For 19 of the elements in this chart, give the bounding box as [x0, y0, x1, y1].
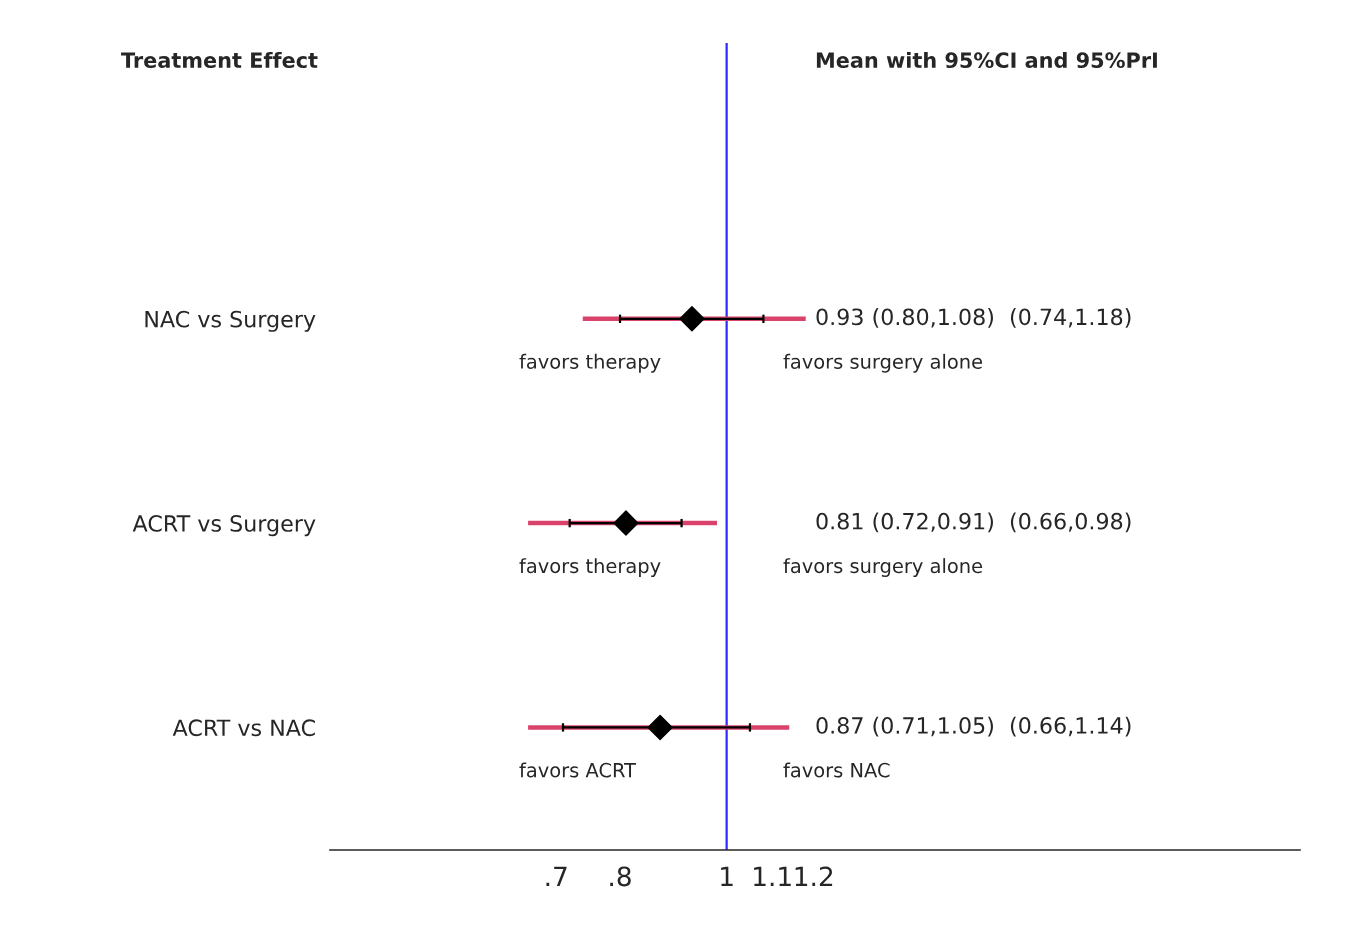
annotation: 0.81 (0.72,0.91) (0.66,0.98): [816, 512, 1131, 533]
y-tick-label: ACRT vs NAC: [172, 719, 315, 737]
annotation: favors therapy: [519, 558, 661, 577]
annotation: favors therapy: [519, 353, 661, 373]
annotation: favors ACRT: [519, 762, 637, 778]
text: Treatment Effect: [121, 51, 318, 69]
annotation: 0.87 (0.71,1.05) (0.66,1.14): [816, 716, 1131, 737]
y-tick-label: ACRT vs Surgery: [132, 515, 316, 537]
annotation: favors surgery alone: [783, 558, 983, 577]
annotation: favors NAC: [783, 762, 890, 778]
annotation: 0.93 (0.80,1.08) (0.74,1.18): [816, 308, 1131, 328]
x-tick-label: 1: [721, 866, 733, 887]
annotation: favors surgery alone: [783, 353, 983, 373]
x-tick-label: 1.2: [795, 866, 833, 887]
x-tick-label: .8: [610, 866, 631, 887]
x-tick-label: 1.1: [754, 866, 791, 887]
y-tick-label: NAC vs Surgery: [145, 310, 316, 332]
text: Mean with 95%CI and 95%PrI: [816, 51, 1157, 69]
x-tick-label: .7: [546, 866, 567, 887]
